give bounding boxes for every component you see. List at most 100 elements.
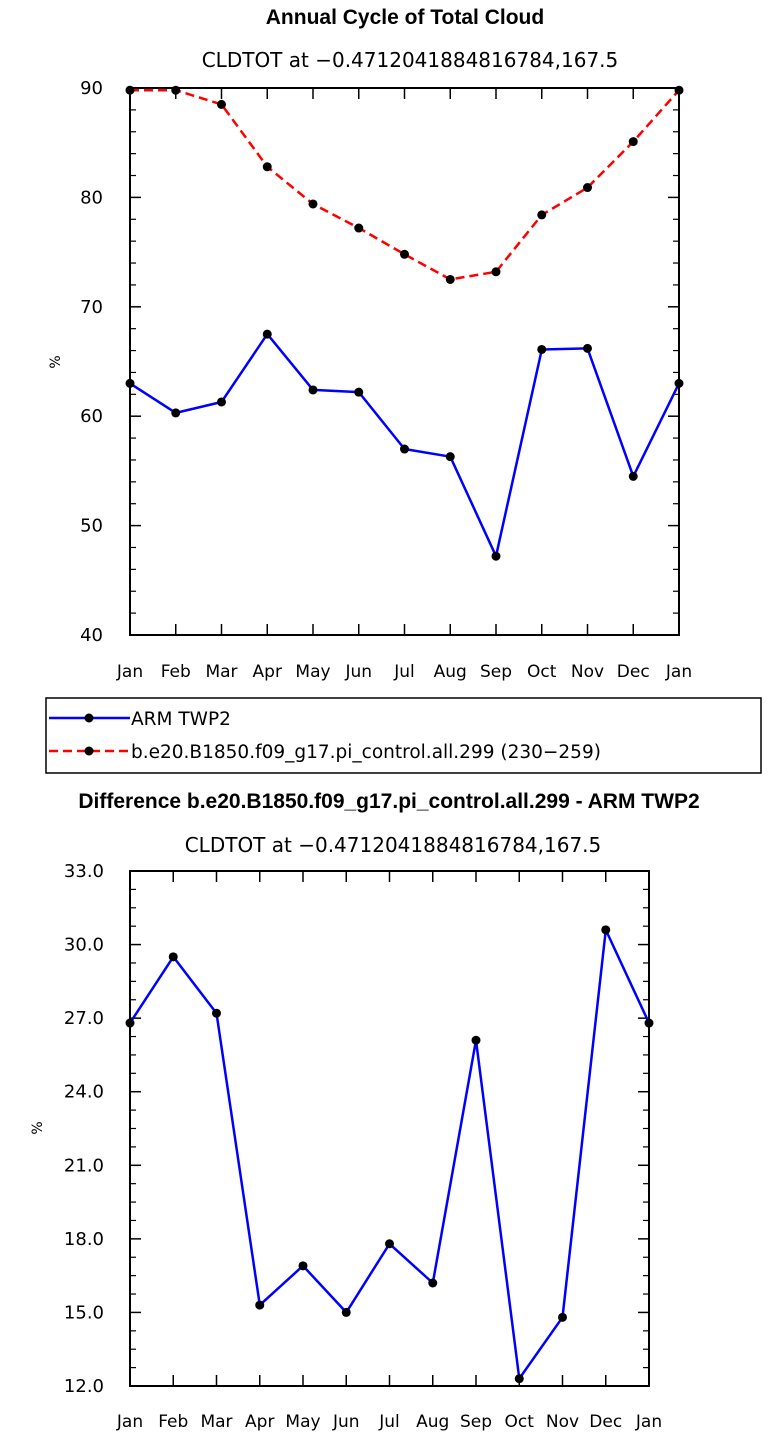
chart2-series-0-point (255, 1300, 265, 1310)
chart1-y-tick-label: 80 (80, 187, 103, 208)
chart2-y-axis-label: % (30, 1121, 46, 1134)
chart1-series-1-point (400, 249, 409, 259)
chart1-series-0-point (217, 397, 226, 407)
chart1-y-tick-label: 60 (80, 406, 103, 427)
difference-chart: Difference b.e20.B1850.f09_g17.pi_contro… (30, 790, 700, 1432)
chart2-y-tick-label: 21.0 (64, 1155, 104, 1176)
chart1-y-tick-label: 40 (80, 625, 103, 646)
legend-item-arm-twp2: ARM TWP2 (49, 709, 231, 730)
chart1-x-tick-label: Jun (344, 662, 372, 682)
chart1-series-0-point (400, 444, 409, 454)
chart1-series-1-point (537, 210, 547, 220)
chart2-subtitle: CLDTOT at −0.4712041884816784,167.5 (185, 833, 602, 857)
chart1-x-tick-label: Nov (571, 662, 604, 682)
chart2-x-tick-label: Jan (635, 1412, 662, 1432)
chart1-x-tick-label: Jul (393, 662, 415, 682)
legend-box (45, 697, 762, 774)
chart2-y-tick-label: 18.0 (64, 1229, 104, 1250)
chart2-series-0-point (428, 1278, 438, 1288)
chart2-x-tick-label: Sep (460, 1412, 492, 1432)
chart1-series-1-point (125, 85, 135, 95)
chart2-x-tick-label: Dec (589, 1412, 622, 1432)
chart1-x-tick-label: May (295, 662, 330, 682)
chart2-series-0-point (298, 1261, 308, 1271)
chart2-title: Difference b.e20.B1850.f09_g17.pi_contro… (78, 790, 699, 813)
chart2-series-0-point (341, 1307, 351, 1317)
legend-item-model: b.e20.B1850.f09_g17.pi_control.all.299 (… (49, 742, 601, 763)
chart2-y-tick-label: 24.0 (64, 1082, 104, 1103)
chart2-x-tick-label: Mar (200, 1412, 232, 1432)
chart1-series-1-point (445, 274, 455, 284)
chart1-series-1-point (628, 137, 638, 147)
chart1-y-axis-label: % (48, 355, 64, 368)
chart1-series-1-point (354, 223, 364, 233)
chart2-x-tick-label: Aug (416, 1412, 449, 1432)
chart2-x-tick-label: Jan (116, 1412, 143, 1432)
chart1-x-tick-label: Feb (161, 662, 191, 682)
chart1-series-0-point (445, 452, 455, 462)
chart2-y-tick-label: 15.0 (64, 1302, 104, 1323)
chart1-plot-frame (129, 87, 680, 636)
chart1-y-tick-label: 70 (80, 297, 103, 318)
chart1-x-tick-label: Jan (116, 662, 143, 682)
chart2-x-tick-label: Nov (546, 1412, 579, 1432)
chart1-title: Annual Cycle of Total Cloud (266, 6, 544, 29)
chart2-x-tick-label: Jun (332, 1412, 360, 1432)
chart1-x-tick-label: Sep (480, 662, 512, 682)
chart1-series-0-point (262, 329, 272, 339)
chart2-series (125, 925, 654, 1384)
chart1-y-tick-label: 90 (80, 78, 103, 99)
legend-label-model: b.e20.B1850.f09_g17.pi_control.all.299 (… (131, 742, 601, 763)
chart2-y-ticks: 12.0 15.0 18.0 21.0 24.0 27.0 30.0 33.0 (64, 861, 649, 1397)
chart1-series-1-point (674, 85, 684, 95)
chart1-subtitle: CLDTOT at −0.4712041884816784,167.5 (202, 48, 619, 72)
chart1-series-1-point (217, 99, 226, 109)
chart1-x-tick-label: Apr (253, 662, 282, 682)
chart1-x-tick-label: Jan (665, 662, 692, 682)
chart2-y-tick-label: 12.0 (64, 1376, 104, 1397)
chart1-series-0-point (125, 378, 135, 388)
chart2-x-tick-label: May (285, 1412, 320, 1432)
chart2-x-ticks: Jan Feb Mar Apr May Jun Jul Aug Sep Oct Nov Dec Jan (116, 871, 662, 1432)
chart2-y-tick-label: 27.0 (64, 1008, 104, 1029)
chart1-x-tick-label: Mar (205, 662, 237, 682)
chart1-series-0-point (674, 378, 684, 388)
chart1-x-tick-label: Oct (527, 662, 557, 682)
chart2-x-tick-label: Apr (245, 1412, 274, 1432)
legend-label-arm-twp2: ARM TWP2 (131, 709, 231, 730)
chart1-y-ticks: 40 50 60 70 80 90 (80, 78, 679, 646)
chart2-x-tick-label: Jul (378, 1412, 400, 1432)
chart1-series-0-point (583, 343, 592, 353)
chart2-series-0-point (125, 1018, 135, 1028)
chart2-x-tick-label: Oct (505, 1412, 535, 1432)
chart1-x-ticks: Jan Feb Mar Apr May Jun Jul Aug Sep Oct Nov Dec Jan (116, 88, 692, 682)
chart1-series (125, 85, 684, 561)
legend: ARM TWP2 b.e20.B1850.f09_g17.pi_control.… (45, 697, 762, 774)
chart1-x-tick-label: Dec (617, 662, 650, 682)
chart2-series-0-point (471, 1035, 481, 1045)
chart2-series-0-point (168, 952, 178, 962)
legend-marker-model (84, 746, 94, 756)
chart1-series-1-point (171, 85, 181, 95)
chart1-series-1-point (308, 199, 318, 209)
chart2-y-tick-label: 33.0 (64, 861, 104, 882)
chart2-series-0-point (558, 1312, 567, 1322)
legend-marker-arm-twp2 (84, 713, 94, 723)
chart1-series-1-point (583, 183, 592, 193)
chart1-series-0-point (354, 387, 364, 397)
chart1-series-1-point (491, 267, 501, 277)
chart2-series-0-point (514, 1374, 524, 1384)
chart1-series-0-point (537, 344, 547, 354)
annual-cycle-chart: Annual Cycle of Total Cloud CLDTOT at −0… (48, 6, 692, 682)
chart2-series-0-point (212, 1008, 221, 1018)
chart1-series-0-point (308, 385, 318, 395)
chart2-y-tick-label: 30.0 (64, 935, 104, 956)
chart2-series-0-point (601, 925, 611, 935)
chart2-plot-frame (129, 870, 650, 1387)
chart1-series-0-point (628, 471, 638, 481)
chart1-series-0-point (171, 408, 181, 418)
chart1-series-1-point (262, 162, 272, 172)
chart2-series-0-point (644, 1018, 654, 1028)
chart1-series-0-point (491, 551, 501, 561)
